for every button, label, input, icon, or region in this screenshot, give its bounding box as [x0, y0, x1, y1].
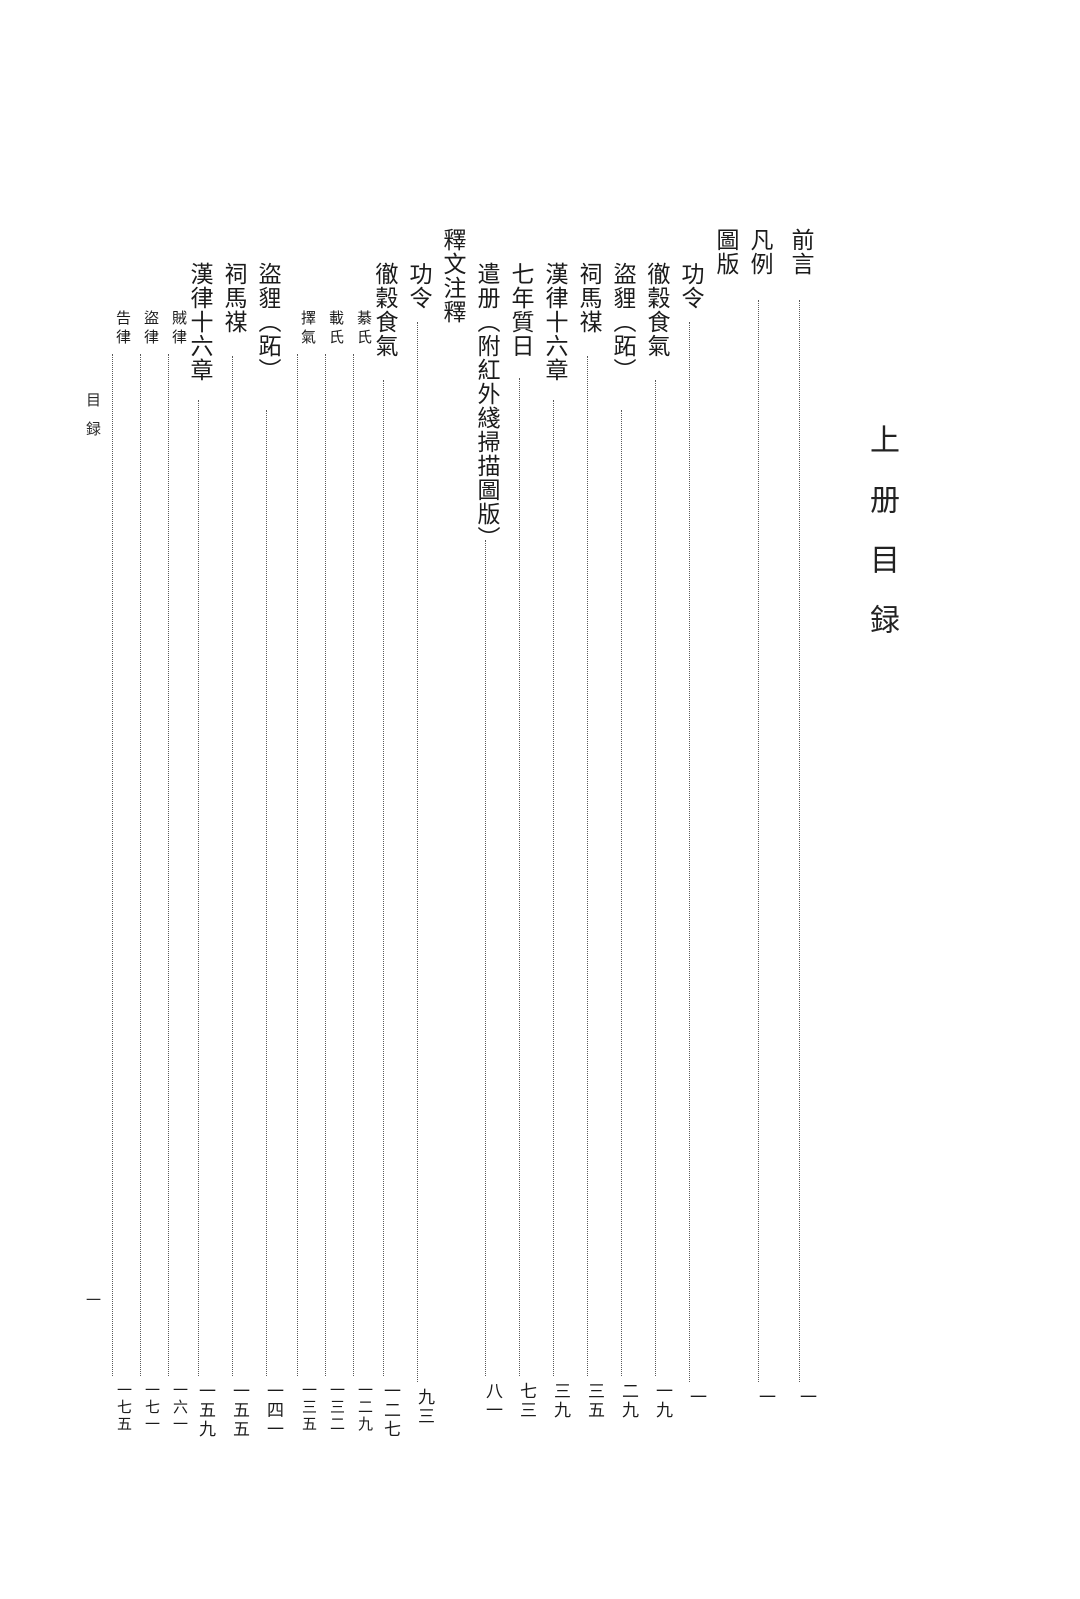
toc-entry-label: 功令 [678, 262, 703, 310]
toc-leader-dots [383, 380, 384, 1376]
toc-leader-dots [799, 300, 800, 1382]
toc-entry-label: 賊律 [170, 310, 186, 348]
toc-page-number: 一 [687, 1388, 706, 1407]
toc-entry[interactable]: 前言一 [783, 0, 817, 1599]
toc-entry[interactable]: 漢律十六章三九 [537, 0, 571, 1599]
toc-entry[interactable]: 祠馬禖三五 [571, 0, 605, 1599]
toc-leader-dots [168, 354, 169, 1376]
toc-leader-dots [353, 354, 354, 1376]
toc-entry[interactable]: 漢律十六章一五九 [182, 0, 216, 1599]
toc-leader-dots [325, 354, 326, 1376]
toc-page-number: 三五 [585, 1382, 604, 1420]
toc-leader-dots [587, 356, 588, 1376]
toc-page-number: 三九 [551, 1382, 570, 1420]
toc-entry-label: 徹穀食氣 [372, 262, 397, 358]
toc-entry-label: 遣册（附紅外綫掃描圖版） [474, 262, 499, 550]
toc-entry[interactable]: 徹穀食氣一二七 [367, 0, 401, 1599]
toc-entry[interactable]: 遣册（附紅外綫掃描圖版） 八一 [469, 0, 503, 1599]
toc-leader-dots [417, 322, 418, 1382]
toc-entry-label: 擇氣 [299, 310, 315, 348]
toc-entry[interactable]: 功令九三 [401, 0, 435, 1599]
toc-page-number: 一三二 [328, 1382, 344, 1433]
toc-entry-label: 七年質日 [508, 262, 533, 358]
toc-leader-dots [655, 380, 656, 1376]
toc-page-number: 一六一 [171, 1382, 187, 1433]
toc-leader-dots [758, 300, 759, 1382]
toc-entry-label: 載氏 [327, 310, 343, 348]
toc-entry[interactable]: 凡例一 [742, 0, 776, 1599]
toc-entry-label: 圖版 [713, 228, 738, 276]
toc-entry-label: 盜貍（跖） [610, 262, 635, 382]
toc-page-number: 一二七 [381, 1382, 400, 1439]
toc-entry-label: 祠馬禖 [221, 262, 246, 334]
toc-entry-label: 盜貍（跖） [255, 262, 280, 382]
toc-page-number: 一九 [653, 1382, 672, 1420]
toc-leader-dots [140, 354, 141, 1376]
toc-entry-label: 前言 [788, 228, 813, 276]
toc-leader-dots [112, 354, 113, 1376]
toc-page-number: 一四一 [264, 1382, 283, 1439]
toc-leader-dots [266, 410, 267, 1376]
toc-entry[interactable]: 功令一 [673, 0, 707, 1599]
toc-leader-dots [621, 410, 622, 1376]
toc-entry-label: 告律 [114, 310, 130, 348]
toc-leader-dots [519, 378, 520, 1376]
toc-entry[interactable]: 釋文注釋 [435, 0, 469, 1599]
toc-page-number: 一 [797, 1388, 816, 1407]
toc-entry-label: 祠馬禖 [576, 262, 601, 334]
toc-entry-label: 盜律 [142, 310, 158, 348]
toc-leader-dots [297, 354, 298, 1376]
toc-entry[interactable]: 載氏 一三二 [312, 0, 346, 1599]
toc-page-number: 二九 [619, 1382, 638, 1420]
toc-entry[interactable]: 圖版 [708, 0, 742, 1599]
toc-entry-label: 凡例 [747, 228, 772, 276]
page-title: 上册目録 [865, 424, 898, 664]
toc-entry[interactable]: 綦氏 一二九 [340, 0, 374, 1599]
toc-leader-dots [485, 540, 486, 1376]
toc-page-number: 一七五 [115, 1382, 131, 1433]
toc-entry[interactable]: 告律 一七五 [99, 0, 133, 1599]
folio-number: 一 [84, 1292, 100, 1307]
toc-entry-label: 漢律十六章 [542, 262, 567, 382]
toc-entry-label: 漢律十六章 [187, 262, 212, 382]
toc-entry[interactable]: 七年質日七三 [503, 0, 537, 1599]
toc-page-number: 七三 [517, 1382, 536, 1420]
toc-entry[interactable]: 賊律 一六一 [155, 0, 189, 1599]
toc-page-number: 一三五 [300, 1382, 316, 1433]
toc-entry[interactable]: 徹穀食氣一九 [639, 0, 673, 1599]
toc-leader-dots [198, 400, 199, 1376]
toc-leader-dots [689, 322, 690, 1382]
toc-entry-label: 綦氏 [355, 310, 371, 348]
toc-page-number: 一 [756, 1388, 775, 1407]
running-head: 目録 [84, 392, 100, 450]
toc-page-number: 一五九 [196, 1382, 215, 1439]
toc-entry[interactable]: 盜貍（跖） 一四一 [250, 0, 284, 1599]
toc-leader-dots [232, 356, 233, 1376]
toc-page-number: 八一 [483, 1382, 502, 1420]
toc-page-number: 九三 [415, 1388, 434, 1426]
toc-page-number: 一五五 [230, 1382, 249, 1439]
toc-page-number: 一二九 [356, 1382, 372, 1433]
toc-entry[interactable]: 擇氣 一三五 [284, 0, 318, 1599]
toc-entry[interactable]: 盜律 一七一 [127, 0, 161, 1599]
toc-entry[interactable]: 盜貍（跖） 二九 [605, 0, 639, 1599]
toc-entry-label: 功令 [406, 262, 431, 310]
toc-leader-dots [553, 400, 554, 1376]
toc-entry[interactable]: 祠馬禖一五五 [216, 0, 250, 1599]
toc-entry-label: 徹穀食氣 [644, 262, 669, 358]
toc-entry-label: 釋文注釋 [440, 228, 465, 324]
toc-page-number: 一七一 [143, 1382, 159, 1433]
